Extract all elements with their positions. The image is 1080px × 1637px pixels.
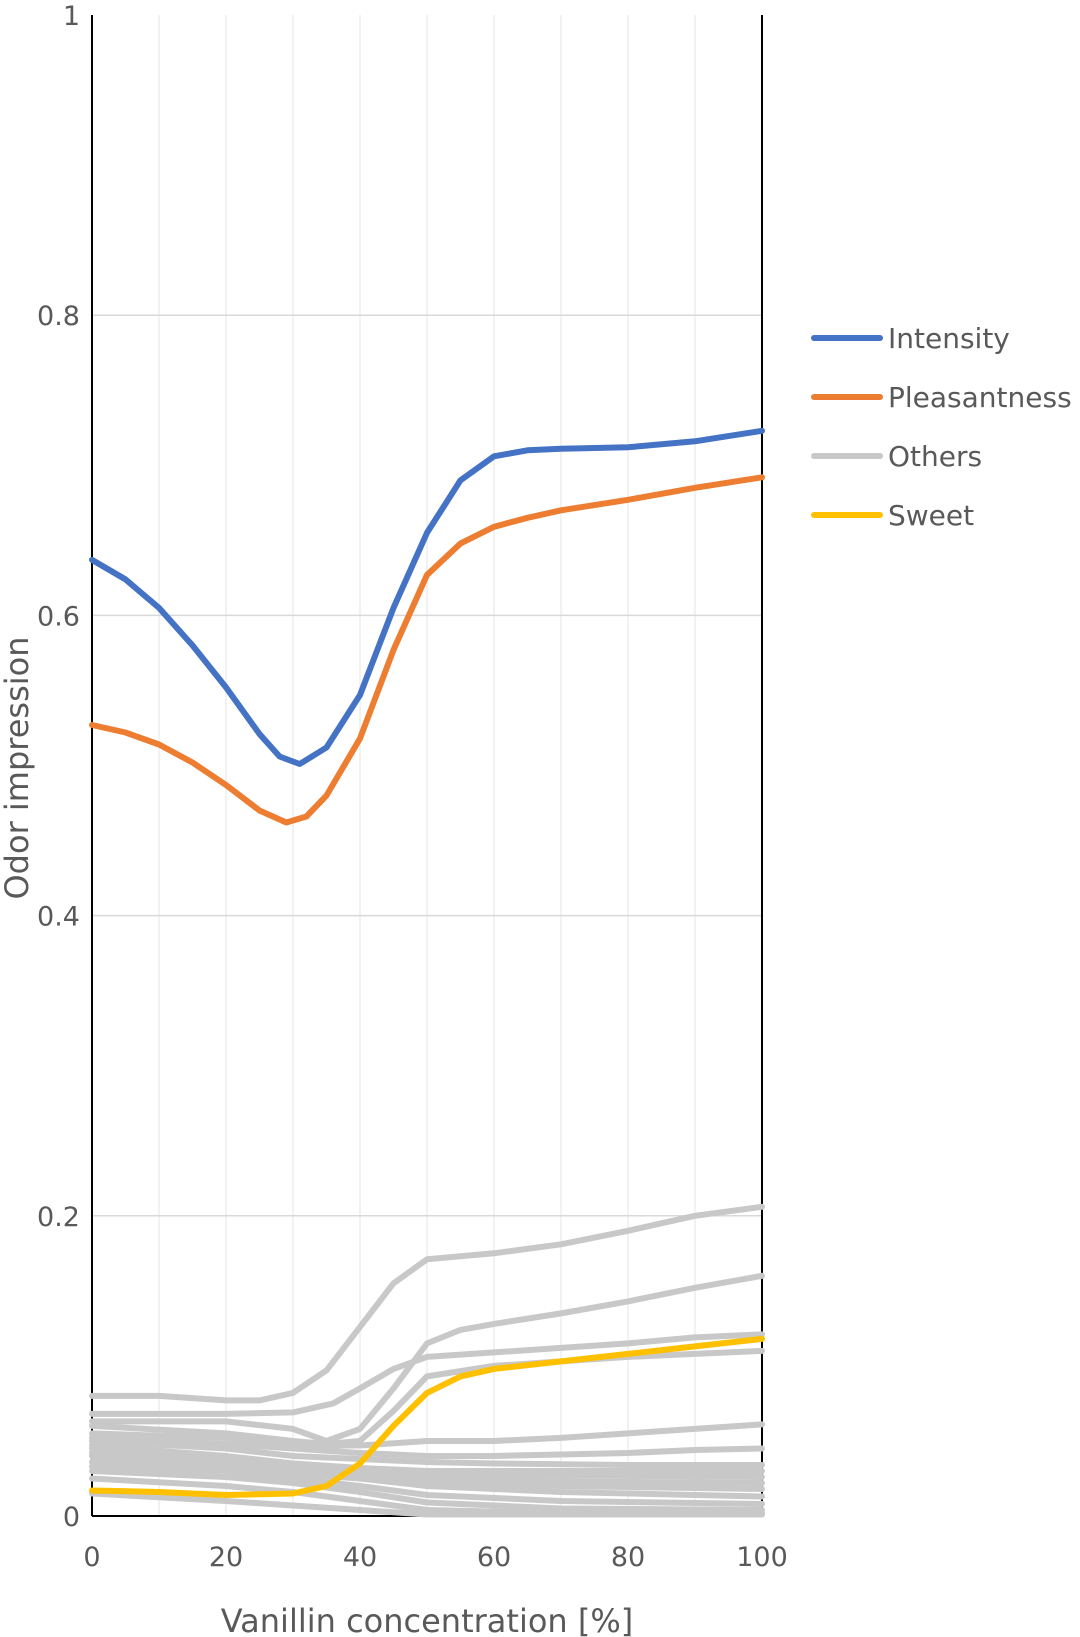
- intensity-series-line: [89, 427, 765, 767]
- others-series-group: [89, 1203, 765, 1518]
- x-tick-label: 0: [83, 1542, 100, 1573]
- legend-label-sweet: Sweet: [888, 499, 974, 532]
- x-tick-label: 20: [209, 1542, 243, 1573]
- y-axis-title: Odor impression: [0, 636, 36, 899]
- sweet-series-line: [89, 1335, 765, 1498]
- legend-label-others: Others: [888, 440, 982, 473]
- legend-label-pleasantness: Pleasantness: [888, 381, 1072, 414]
- y-tick-label: 1: [63, 1, 80, 32]
- others-series-line: [89, 1490, 765, 1518]
- main-series-group: [89, 427, 765, 1498]
- x-tick-label: 80: [611, 1542, 645, 1573]
- x-axis-title: Vanillin concentration [%]: [221, 1602, 633, 1637]
- y-tick-label: 0.6: [37, 601, 80, 632]
- others-series-line: [89, 1468, 765, 1513]
- y-tick-label: 0.8: [37, 301, 80, 332]
- legend: Intensity Pleasantness Others Sweet: [811, 322, 1072, 532]
- tick-labels: 0 0.2 0.4 0.6 0.8 1 0 20 40 60 80 100: [37, 1, 788, 1573]
- y-tick-label: 0.2: [37, 1202, 80, 1233]
- others-series-line: [89, 1438, 765, 1468]
- pleasantness-series-line: [89, 474, 765, 826]
- x-tick-label: 60: [477, 1542, 511, 1573]
- others-series-line: [89, 1463, 765, 1507]
- x-tick-label: 40: [343, 1542, 377, 1573]
- others-series-line: [89, 1272, 765, 1444]
- x-tick-label: 100: [736, 1542, 788, 1573]
- others-series-line: [89, 1347, 765, 1447]
- y-tick-label: 0: [63, 1502, 80, 1533]
- y-tick-label: 0.4: [37, 902, 80, 933]
- legend-label-intensity: Intensity: [888, 322, 1010, 355]
- others-series-line: [89, 1434, 765, 1459]
- others-series-line: [89, 1421, 765, 1449]
- grid-lines: [92, 15, 762, 1516]
- others-series-line: [89, 1203, 765, 1404]
